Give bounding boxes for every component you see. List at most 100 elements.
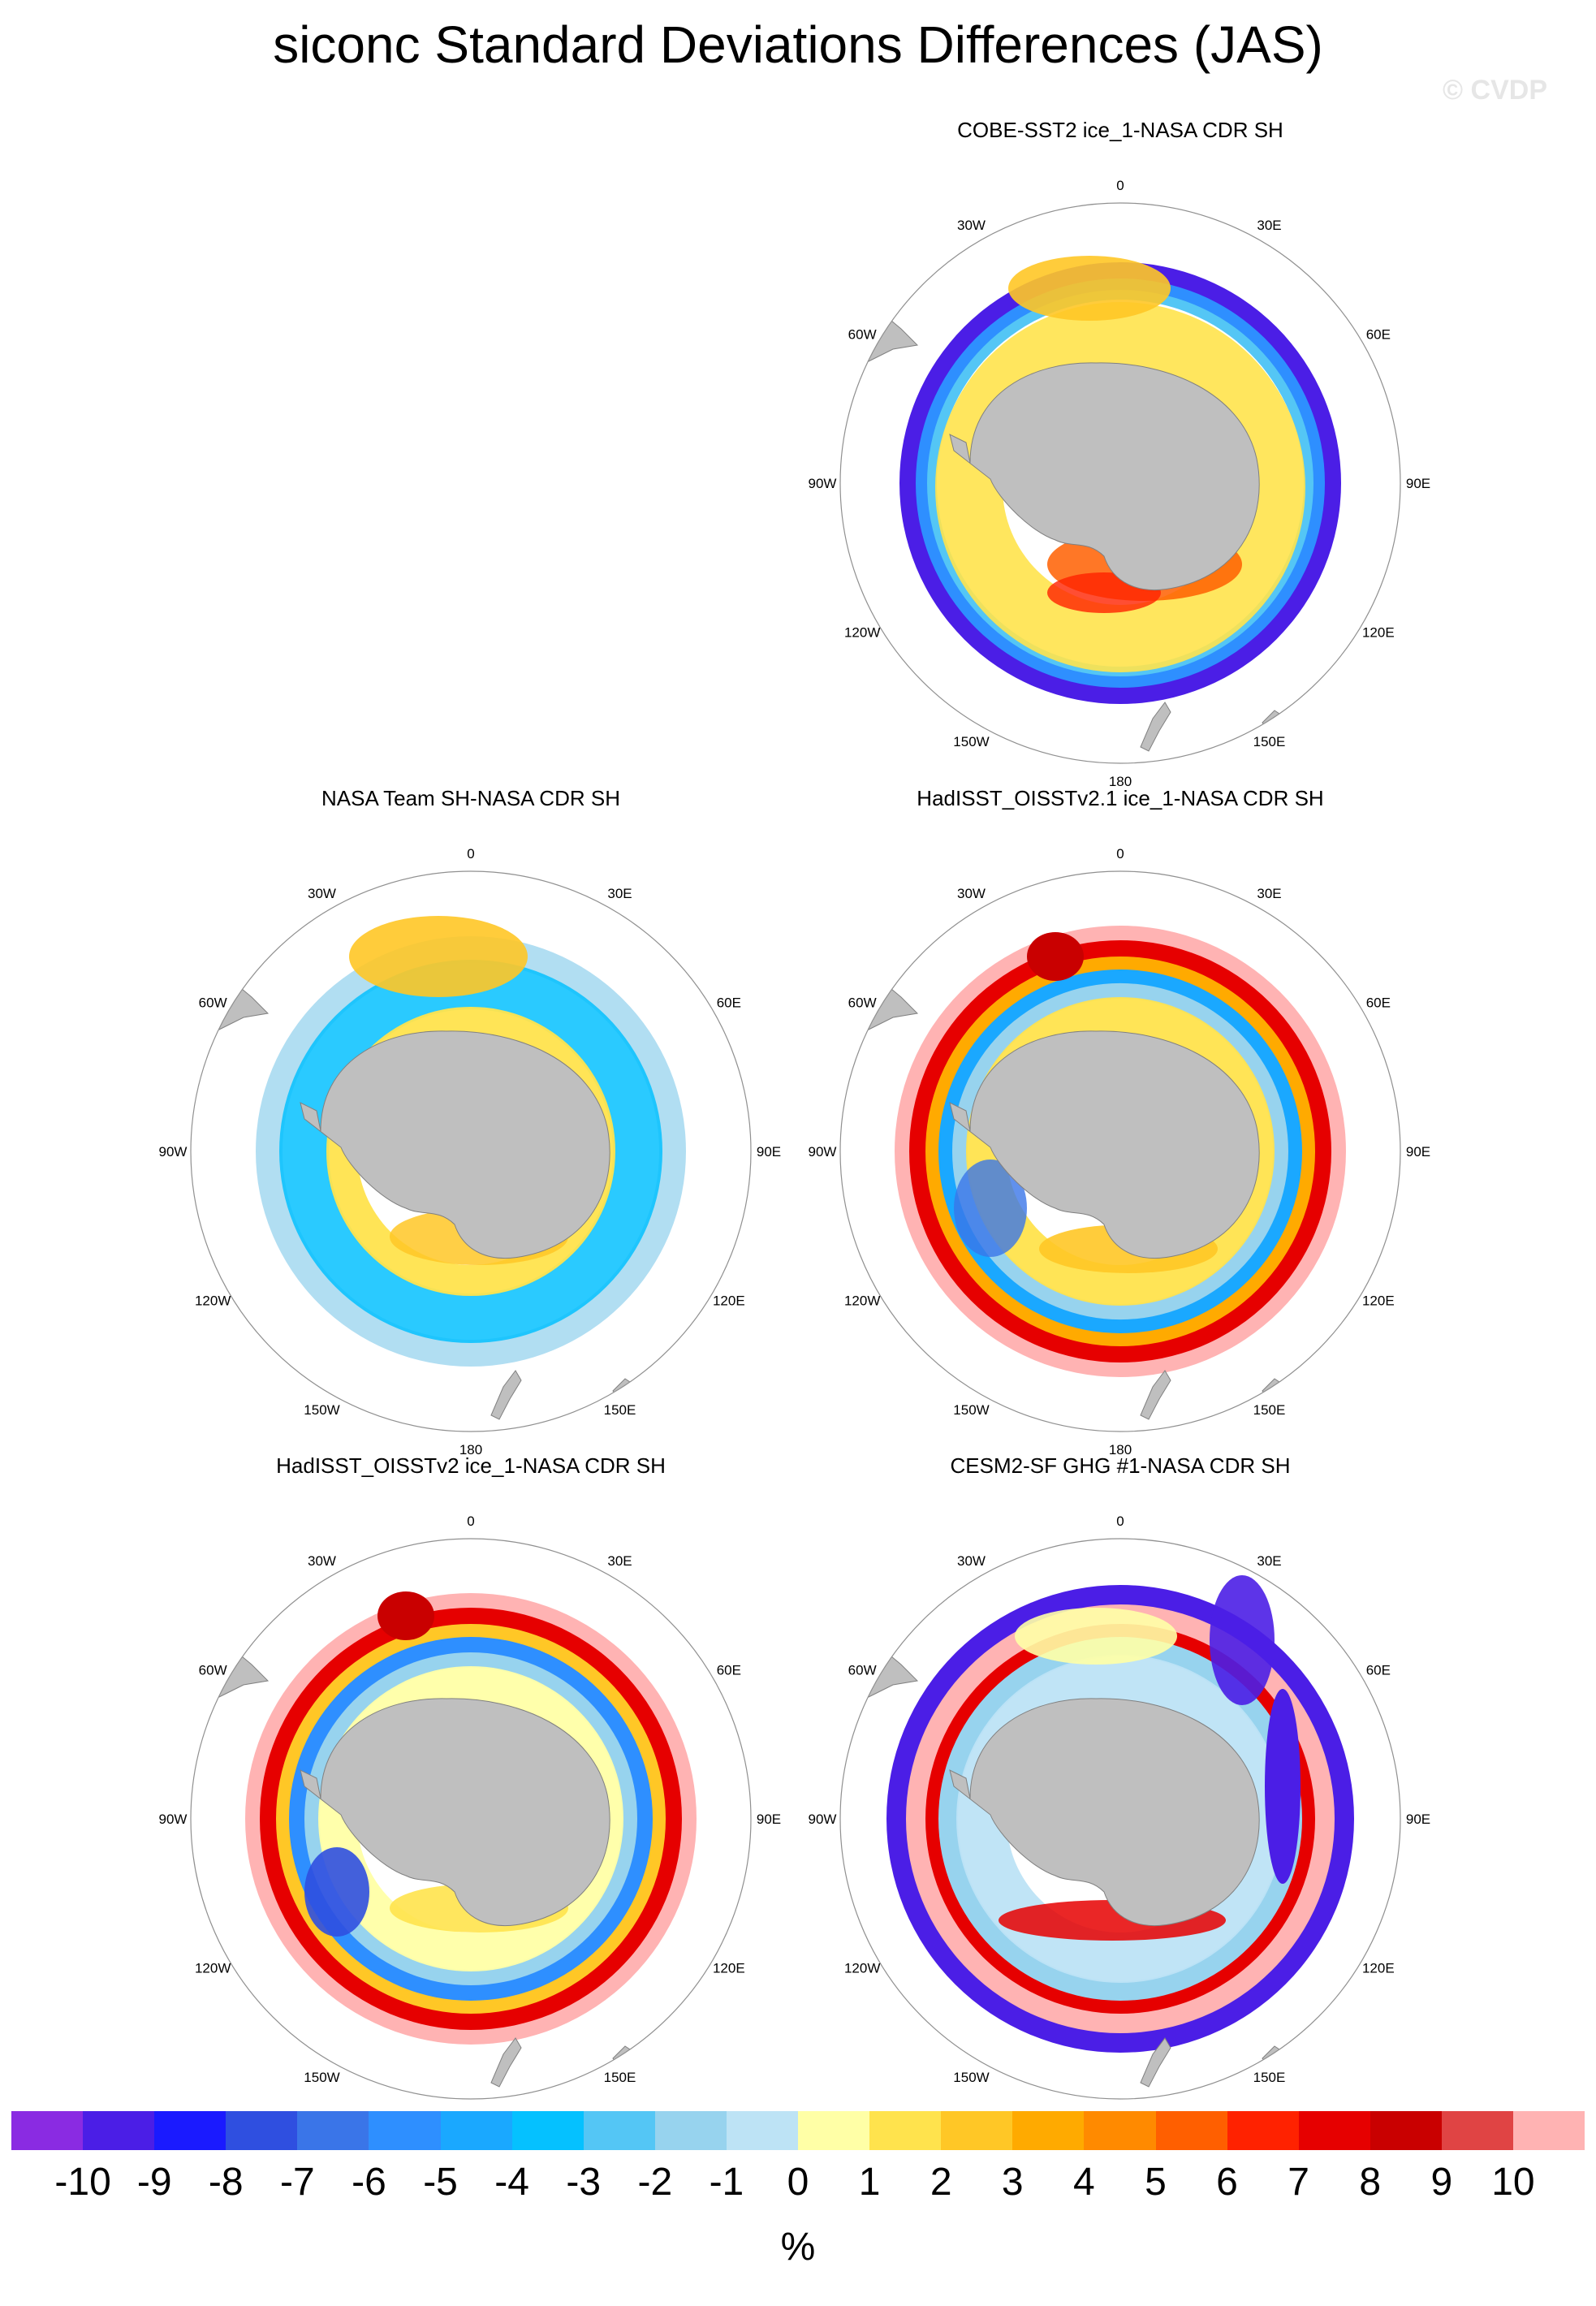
anomaly-patch — [1265, 1689, 1301, 1884]
colorbar-tick-label: 4 — [1073, 2161, 1095, 2204]
longitude-label: 90W — [159, 1144, 188, 1159]
colorbar-cell — [154, 2111, 226, 2150]
colorbar-tick-label: 0 — [787, 2161, 809, 2204]
colorbar-tick-label: -1 — [709, 2161, 744, 2204]
colorbar-tick-label: 7 — [1288, 2161, 1309, 2204]
map-boundary — [839, 1538, 1401, 2100]
longitude-label: 30E — [1257, 1553, 1281, 1569]
longitude-label: 90E — [1406, 476, 1430, 491]
map-boundary — [190, 1538, 752, 2100]
longitude-label: 90E — [1406, 1144, 1430, 1159]
longitude-label: 120E — [1362, 1293, 1395, 1309]
map-panel-cobe: COBE-SST2 ice_1-NASA CDR SH 0 30E 60E 90E 12… — [787, 118, 1453, 789]
antarctica-landmass — [949, 1698, 1260, 1927]
longitude-label: 180 — [1109, 1442, 1132, 1457]
colorbar-units: % — [780, 2226, 816, 2269]
longitude-label: 120W — [844, 1961, 880, 1976]
colorbar-cell — [83, 2111, 155, 2150]
longitude-label: 150E — [604, 1402, 636, 1418]
longitude-label: 60W — [199, 1663, 227, 1678]
colorbar-cell — [1512, 2111, 1585, 2150]
longitude-label: 60E — [1366, 1663, 1391, 1678]
colorbar-cell — [1227, 2111, 1299, 2150]
longitude-label: 60W — [848, 1663, 877, 1678]
longitude-label: 30W — [308, 886, 336, 901]
longitude-label: 60E — [1366, 327, 1391, 343]
longitude-label: 150E — [1253, 1402, 1286, 1418]
colorbar-ticks: -10 -9 -8 -7 -6 -5 -4 -3 -2 -1 0 1 2 3 4 5 6 7 8 9 10 — [0, 2160, 1596, 2217]
colorbar-cell — [1298, 2111, 1370, 2150]
map-boundary — [839, 870, 1401, 1432]
new-zealand-landmass — [490, 1370, 522, 1420]
longitude-label: 60E — [1366, 995, 1391, 1011]
anomaly-patch — [1027, 932, 1084, 981]
longitude-label: 60E — [717, 1663, 741, 1678]
longitude-label: 30W — [308, 1553, 336, 1569]
antarctica-landmass — [949, 1030, 1260, 1259]
longitude-label: 150E — [1253, 2070, 1286, 2085]
colorbar-tick-label: -6 — [352, 2161, 386, 2204]
colorbar-cell — [798, 2111, 870, 2150]
colorbar-cell — [941, 2111, 1013, 2150]
new-zealand-landmass — [1140, 2037, 1171, 2088]
colorbar-tick-label: 1 — [858, 2161, 881, 2204]
colorbar-cell — [1155, 2111, 1227, 2150]
map-panel-hadisst-oisstv2: HadISST_OISSTv2 ice_1-NASA CDR SH 0 30E 60… — [138, 1453, 804, 2125]
colorbar-tick-label: -7 — [280, 2161, 315, 2204]
longitude-label: 120E — [713, 1961, 745, 1976]
antarctica-landmass — [949, 362, 1260, 591]
colorbar-cell — [297, 2111, 369, 2150]
anomaly-patch — [377, 1591, 434, 1640]
map-boundary — [190, 870, 752, 1432]
longitude-label: 90W — [809, 1812, 837, 1827]
colorbar-tick-label: 9 — [1430, 2161, 1453, 2204]
longitude-label: 120E — [1362, 1961, 1395, 1976]
longitude-label: 120W — [844, 625, 880, 641]
colorbar-tick-label: -4 — [494, 2161, 529, 2204]
longitude-label: 60W — [199, 995, 227, 1011]
longitude-label: 150W — [953, 2070, 989, 2085]
panel-title: HadISST_OISSTv2 ice_1-NASA CDR SH — [276, 1453, 666, 1478]
colorbar-cell — [369, 2111, 441, 2150]
colorbar-tick-label: -5 — [423, 2161, 458, 2204]
colorbar-tick-label: -9 — [136, 2161, 172, 2204]
longitude-label: 0 — [1116, 1514, 1124, 1529]
new-zealand-landmass — [1140, 702, 1171, 752]
longitude-label: 0 — [1116, 846, 1124, 862]
longitude-label: 150E — [1253, 734, 1286, 749]
panel-title: NASA Team SH-NASA CDR SH — [321, 786, 620, 810]
longitude-label: 30E — [1257, 886, 1281, 901]
longitude-label: 180 — [459, 1442, 482, 1457]
colorbar-tick-label: -8 — [208, 2161, 244, 2204]
longitude-label: 0 — [467, 1514, 474, 1529]
colorbar-cell — [654, 2111, 727, 2150]
new-zealand-landmass — [490, 2037, 522, 2088]
map-panel-nasa-team: NASA Team SH-NASA CDR SH 0 30E 60E 90E 120E 1… — [138, 786, 804, 1457]
colorbar-tick-label: 6 — [1216, 2161, 1238, 2204]
colorbar-tick-label: 5 — [1145, 2161, 1167, 2204]
longitude-label: 90E — [1406, 1812, 1430, 1827]
panel-title: CESM2-SF GHG #1-NASA CDR SH — [950, 1453, 1291, 1478]
longitude-label: 30W — [957, 886, 986, 901]
figure-title: siconc Standard Deviations Differences (… — [273, 15, 1323, 74]
map-boundary — [839, 202, 1401, 764]
longitude-label: 150W — [953, 1402, 989, 1418]
panel-title: HadISST_OISSTv2.1 ice_1-NASA CDR SH — [917, 786, 1324, 810]
longitude-label: 120W — [195, 1961, 231, 1976]
longitude-label: 60E — [717, 995, 741, 1011]
longitude-label: 120E — [1362, 625, 1395, 641]
longitude-label: 180 — [1109, 774, 1132, 789]
longitude-label: 30W — [957, 1553, 986, 1569]
anomaly-patch — [1210, 1575, 1275, 1705]
colorbar-cell — [440, 2111, 512, 2150]
longitude-label: 90W — [809, 476, 837, 491]
colorbar-tick-label: -2 — [637, 2161, 673, 2204]
colorbar-cell — [1084, 2111, 1156, 2150]
longitude-label: 90E — [757, 1812, 781, 1827]
anomaly-patch — [1015, 1608, 1177, 1665]
longitude-label: 90W — [809, 1144, 837, 1159]
